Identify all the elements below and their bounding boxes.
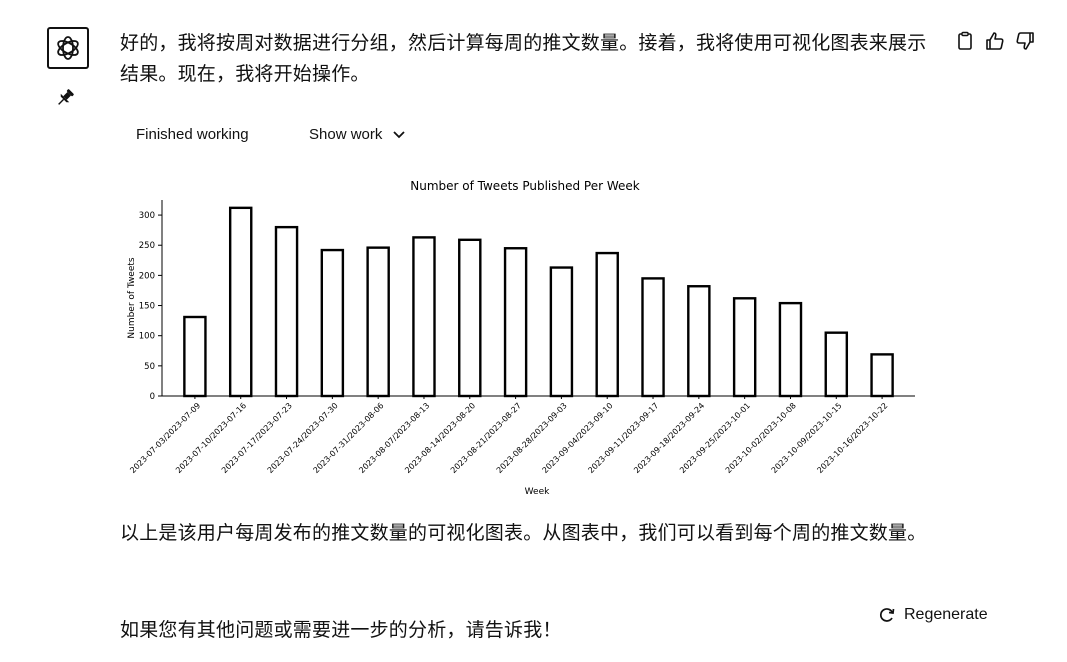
- regenerate-label: Regenerate: [904, 606, 988, 623]
- show-work-toggle[interactable]: Show work: [309, 126, 406, 143]
- y-tick-label: 200: [139, 271, 155, 281]
- chart-bar: [687, 285, 711, 398]
- chart-bar: [549, 266, 574, 398]
- chart-x-axis-label: Week: [525, 487, 550, 497]
- y-tick-label: 50: [144, 362, 155, 372]
- pin-button[interactable]: [54, 87, 76, 109]
- chart-bar: [320, 248, 345, 398]
- chart-bar: [503, 247, 528, 398]
- show-work-label: Show work: [309, 126, 383, 143]
- tweets-per-week-chart: Number of Tweets Published Per Week Numb…: [127, 179, 915, 497]
- refresh-icon: [880, 608, 895, 622]
- assistant-closing-text: 如果您有其他问题或需要进一步的分析，请告诉我！: [120, 619, 562, 641]
- chart-bar: [366, 246, 390, 398]
- chart-plot-area: 0501001502002503002023-07-03/2023-07-092…: [128, 200, 915, 475]
- chart-bar: [824, 331, 849, 398]
- chart-bar: [228, 206, 253, 398]
- chart-title: Number of Tweets Published Per Week: [410, 179, 640, 193]
- chart-bar: [641, 277, 665, 398]
- y-tick-label: 150: [139, 302, 155, 312]
- chevron-down-icon: [393, 130, 405, 138]
- chart-bar: [732, 297, 757, 398]
- regenerate-button[interactable]: Regenerate: [878, 606, 988, 624]
- chart-y-axis-label: Number of Tweets: [127, 257, 137, 339]
- chart-bar: [778, 301, 803, 398]
- chart-bar: [870, 353, 894, 398]
- pin-icon: [58, 89, 74, 105]
- chart-bar: [458, 238, 482, 398]
- chart-bar: [183, 315, 207, 398]
- message-actions: [954, 30, 1036, 52]
- clipboard-icon: [958, 31, 972, 50]
- y-tick-label: 250: [139, 241, 155, 251]
- thumbs-down-icon: [1016, 32, 1034, 50]
- chart-bar: [274, 225, 299, 398]
- dislike-button[interactable]: [1014, 30, 1036, 52]
- copy-button[interactable]: [954, 30, 976, 52]
- status-text: Finished working: [136, 126, 249, 143]
- assistant-summary-text: 以上是该用户每周发布的推文数量的可视化图表。从图表中，我们可以看到每个周的推文数…: [120, 522, 927, 544]
- chart-bar: [412, 236, 436, 398]
- y-tick-label: 300: [139, 211, 155, 221]
- y-tick-label: 0: [150, 392, 155, 402]
- thumbs-up-icon: [986, 32, 1004, 50]
- y-tick-label: 100: [139, 332, 155, 342]
- like-button[interactable]: [984, 30, 1006, 52]
- assistant-avatar: [47, 27, 89, 69]
- openai-logo-icon: [57, 36, 79, 60]
- chart-bar: [595, 251, 619, 398]
- assistant-intro-text: 好的，我将按周对数据进行分组，然后计算每周的推文数量。接着，我将使用可视化图表来…: [120, 32, 927, 85]
